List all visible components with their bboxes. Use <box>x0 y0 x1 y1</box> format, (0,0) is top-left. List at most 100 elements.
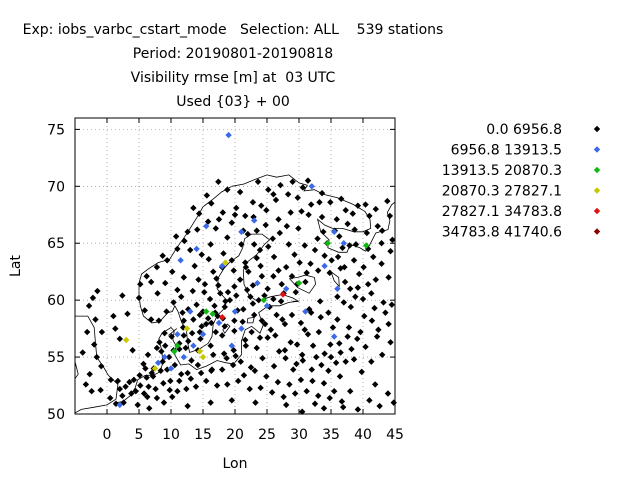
x-tick-label: 15 <box>194 427 212 443</box>
data-point-series-0 <box>368 317 376 324</box>
data-point-series-0 <box>349 210 356 217</box>
data-point-series-0 <box>249 282 257 289</box>
x-tick-label: 20 <box>226 427 244 443</box>
data-point-series-0 <box>253 344 260 352</box>
data-point-series-0 <box>358 368 365 376</box>
data-point-series-0 <box>347 303 355 311</box>
legend-marker <box>593 207 601 215</box>
data-point-series-0 <box>304 331 312 338</box>
title-line-3: Visibility rmse [m] at 03 UTC <box>130 70 336 86</box>
x-tick-label: 25 <box>258 427 276 443</box>
data-point-series-0 <box>296 259 303 266</box>
data-point-series-0 <box>385 320 392 328</box>
data-point-series-0 <box>163 308 170 315</box>
data-point-series-0 <box>267 326 275 333</box>
data-point-series-0 <box>178 370 185 378</box>
data-point-series-0 <box>270 253 278 261</box>
data-point-series-0 <box>160 380 167 387</box>
y-tick-label: 50 <box>47 407 65 423</box>
data-point-series-0 <box>156 339 163 346</box>
data-point-series-0 <box>119 292 126 299</box>
data-point-series-0 <box>311 246 319 254</box>
data-point-series-0 <box>253 254 260 262</box>
data-point-series-0 <box>355 270 363 278</box>
y-tick-label: 75 <box>47 122 65 138</box>
data-point-series-0 <box>230 347 237 354</box>
data-point-series-0 <box>320 228 327 236</box>
data-point-series-0 <box>336 340 343 347</box>
data-point-series-0 <box>180 332 187 339</box>
data-point-series-0 <box>240 372 248 379</box>
data-point-series-0 <box>132 388 139 395</box>
data-point-series-0 <box>342 358 349 365</box>
data-point-series-0 <box>390 399 397 406</box>
data-point-series-0 <box>232 352 239 360</box>
data-point-series-0 <box>189 287 196 295</box>
data-point-series-0 <box>257 262 264 270</box>
data-point-series-0 <box>222 298 229 305</box>
data-point-series-0 <box>287 209 294 216</box>
data-point-series-0 <box>303 269 310 277</box>
data-point-series-0 <box>264 334 271 341</box>
data-point-series-0 <box>270 295 277 303</box>
data-point-series-0 <box>242 336 249 344</box>
data-point-series-0 <box>92 316 99 323</box>
data-point-series-0 <box>211 302 218 310</box>
data-point-series-1 <box>155 359 162 366</box>
data-point-series-0 <box>374 222 381 230</box>
data-point-series-0 <box>333 216 340 223</box>
data-point-series-0 <box>235 377 242 385</box>
data-point-series-0 <box>168 333 175 340</box>
data-point-series-1 <box>215 319 223 327</box>
data-point-series-0 <box>340 299 347 306</box>
data-point-series-0 <box>207 342 214 349</box>
data-point-series-0 <box>171 361 179 369</box>
data-point-series-0 <box>253 227 260 234</box>
data-point-series-0 <box>212 225 219 232</box>
data-point-series-1 <box>231 308 239 315</box>
data-point-series-0 <box>185 337 192 345</box>
data-point-series-0 <box>163 366 171 373</box>
data-point-series-0 <box>384 197 391 205</box>
x-tick-label: 35 <box>322 427 340 443</box>
plot-grid <box>75 118 395 414</box>
data-point-series-0 <box>188 329 196 337</box>
data-point-series-1 <box>167 365 175 372</box>
data-point-series-0 <box>245 268 252 275</box>
data-point-series-0 <box>98 328 106 336</box>
data-point-series-0 <box>247 293 254 300</box>
data-point-series-0 <box>334 316 341 323</box>
data-point-series-2 <box>174 342 181 349</box>
data-point-series-0 <box>265 186 272 193</box>
data-point-series-0 <box>350 356 358 363</box>
data-point-series-0 <box>228 397 235 404</box>
data-point-series-0 <box>321 252 328 259</box>
legend-label: 6956.8 13913.5 <box>451 143 562 159</box>
data-point-series-0 <box>285 241 292 248</box>
data-point-series-0 <box>208 319 215 327</box>
data-point-series-0 <box>344 220 351 228</box>
data-point-series-0 <box>112 400 120 407</box>
data-point-series-0 <box>243 286 251 294</box>
data-point-series-0 <box>316 199 323 206</box>
data-point-series-0 <box>360 263 367 271</box>
data-point-series-0 <box>307 201 315 208</box>
data-point-series-0 <box>226 296 234 304</box>
data-point-series-0 <box>270 191 277 198</box>
data-point-series-0 <box>122 383 129 390</box>
data-point-series-0 <box>297 376 305 384</box>
data-point-series-0 <box>371 304 378 312</box>
data-point-series-0 <box>89 294 97 302</box>
data-point-series-0 <box>197 335 204 343</box>
data-point-series-0 <box>242 263 250 271</box>
data-point-series-0 <box>359 295 367 303</box>
data-point-series-0 <box>337 349 344 356</box>
data-point-series-0 <box>302 278 309 286</box>
data-point-series-0 <box>153 263 161 271</box>
data-point-series-0 <box>301 326 308 333</box>
data-point-series-0 <box>160 399 168 406</box>
data-point-series-0 <box>283 222 291 230</box>
x-tick-label: 5 <box>135 427 144 443</box>
data-point-series-0 <box>346 242 353 249</box>
